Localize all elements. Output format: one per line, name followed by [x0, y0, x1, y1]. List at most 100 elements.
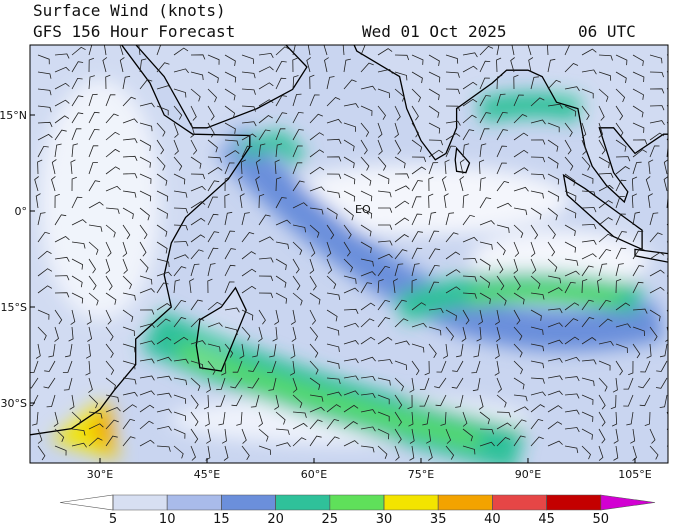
barb	[309, 309, 316, 325]
barb	[105, 407, 121, 413]
barb	[547, 122, 560, 133]
barb	[324, 57, 329, 73]
barb	[241, 428, 247, 444]
barb	[471, 360, 481, 374]
barb	[224, 281, 235, 294]
barb	[496, 241, 506, 256]
barb	[360, 85, 376, 91]
barb	[462, 129, 475, 141]
barb	[275, 60, 287, 73]
barb	[615, 88, 626, 103]
barb	[496, 162, 507, 175]
barb	[241, 105, 256, 112]
barb	[37, 121, 53, 128]
barb	[496, 411, 511, 418]
barb	[479, 77, 490, 90]
barb	[190, 249, 204, 260]
barb	[547, 224, 556, 240]
barb	[659, 394, 668, 408]
barb	[394, 377, 404, 392]
barb	[54, 256, 70, 262]
barb	[581, 122, 587, 138]
colorbar-label: 30	[376, 512, 393, 525]
barb	[597, 278, 603, 294]
barb	[88, 275, 97, 291]
colorbar-segment	[112, 494, 168, 511]
barb	[309, 166, 325, 175]
barb	[326, 343, 340, 352]
barb	[513, 186, 529, 192]
barb	[612, 377, 618, 393]
lat-label: 15°N	[0, 109, 27, 122]
barb	[71, 428, 86, 436]
barb	[292, 394, 303, 408]
barb	[54, 99, 70, 107]
barb	[240, 159, 246, 175]
barb	[513, 258, 519, 274]
barb	[122, 190, 137, 198]
barb	[530, 76, 539, 90]
barb	[632, 54, 644, 66]
barb	[411, 105, 419, 121]
barb	[156, 392, 172, 398]
barb	[494, 309, 500, 325]
barb	[343, 156, 355, 169]
barb	[613, 428, 619, 444]
barb	[290, 343, 296, 359]
barb	[393, 278, 399, 294]
barb	[648, 159, 654, 175]
barb	[581, 239, 597, 245]
barb	[428, 149, 444, 158]
barb	[666, 258, 668, 260]
barb	[326, 138, 342, 144]
barb	[630, 428, 636, 444]
barb	[394, 156, 406, 169]
barb	[156, 445, 171, 452]
barb	[139, 288, 155, 294]
barb	[377, 359, 393, 365]
barb	[37, 231, 50, 243]
barb	[102, 57, 108, 73]
barb	[292, 93, 302, 107]
barb	[173, 47, 189, 56]
barb	[30, 377, 39, 389]
barb	[615, 166, 630, 175]
barb	[615, 231, 627, 243]
barb	[54, 309, 63, 325]
barb	[37, 428, 43, 444]
barb	[88, 111, 100, 124]
barb	[581, 317, 595, 328]
barb	[377, 68, 393, 74]
barb	[309, 419, 323, 430]
barb	[424, 360, 430, 376]
equator-label: EQ	[355, 203, 371, 216]
barb	[173, 445, 184, 459]
barb	[190, 201, 206, 209]
barb	[530, 224, 539, 240]
barb	[173, 299, 187, 311]
barb	[326, 97, 341, 107]
colorbar-segment	[329, 494, 385, 511]
barb	[452, 360, 464, 372]
barb	[462, 236, 478, 243]
barb	[190, 139, 198, 155]
barb	[513, 114, 528, 124]
barb	[434, 377, 447, 389]
barb	[615, 139, 627, 152]
barb	[122, 75, 131, 90]
barb	[445, 251, 461, 260]
barb	[54, 445, 67, 456]
barb	[394, 249, 408, 260]
barb	[564, 173, 576, 186]
barb	[530, 241, 536, 257]
barb	[37, 285, 53, 294]
barb	[122, 404, 138, 413]
barb	[581, 48, 597, 56]
arabia	[135, 45, 308, 129]
barb	[377, 48, 393, 56]
barb	[394, 263, 404, 277]
barb	[241, 268, 257, 277]
barb	[445, 212, 455, 226]
barb	[478, 309, 483, 325]
barb	[190, 173, 206, 180]
